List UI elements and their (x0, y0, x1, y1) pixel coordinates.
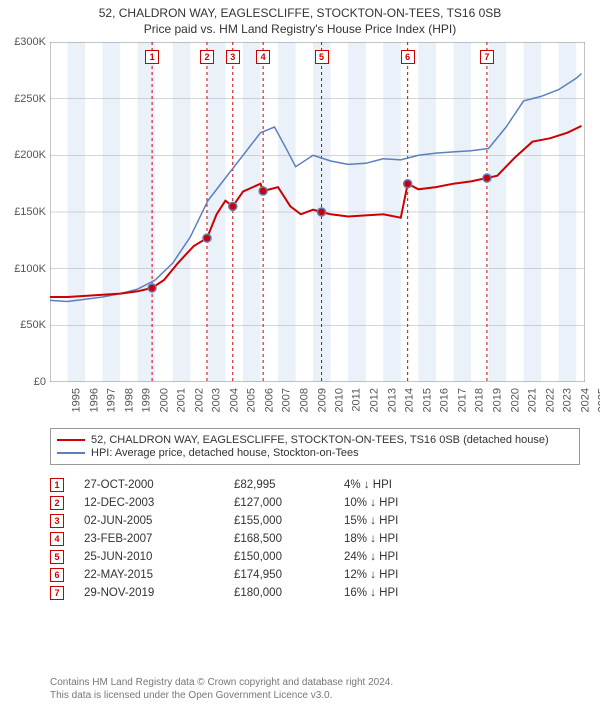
sale-price: £155,000 (234, 515, 344, 527)
sale-marker-box: 3 (50, 514, 64, 528)
sale-date: 23-FEB-2007 (84, 533, 234, 545)
sale-date: 12-DEC-2003 (84, 497, 234, 509)
x-tick-label: 2000 (158, 388, 170, 412)
sale-marker-box: 3 (226, 50, 240, 64)
x-tick-label: 1995 (70, 388, 82, 412)
sale-marker-box: 1 (145, 50, 159, 64)
page: 52, CHALDRON WAY, EAGLESCLIFFE, STOCKTON… (0, 0, 600, 710)
sale-delta: 12% ↓ HPI (344, 569, 464, 581)
x-tick-label: 2022 (544, 388, 556, 412)
footer: Contains HM Land Registry data © Crown c… (50, 676, 580, 702)
x-tick-label: 2023 (562, 388, 574, 412)
sale-marker-box: 4 (50, 532, 64, 546)
x-tick-label: 2015 (421, 388, 433, 412)
sale-delta: 10% ↓ HPI (344, 497, 464, 509)
y-tick-label: £50K (20, 319, 46, 331)
legend-row: HPI: Average price, detached house, Stoc… (57, 447, 573, 459)
sale-marker-box: 1 (50, 478, 64, 492)
legend-swatch-hpi (57, 452, 85, 454)
x-tick-label: 2017 (456, 388, 468, 412)
sales-table-row: 3 02-JUN-2005£155,00015% ↓ HPI (50, 514, 580, 528)
y-tick-label: £200K (14, 149, 46, 161)
footer-line2: This data is licensed under the Open Gov… (50, 689, 580, 702)
sale-price: £168,500 (234, 533, 344, 545)
sale-date: 27-OCT-2000 (84, 479, 234, 491)
x-tick-label: 2019 (491, 388, 503, 412)
sale-marker-box: 6 (50, 568, 64, 582)
sale-delta: 15% ↓ HPI (344, 515, 464, 527)
sale-date: 29-NOV-2019 (84, 587, 234, 599)
x-tick-label: 1996 (88, 388, 100, 412)
x-tick-label: 2011 (350, 388, 362, 412)
sales-table-row: 4 23-FEB-2007£168,50018% ↓ HPI (50, 532, 580, 546)
x-tick-label: 2012 (369, 388, 381, 412)
legend: 52, CHALDRON WAY, EAGLESCLIFFE, STOCKTON… (50, 428, 580, 465)
sale-marker-box: 7 (50, 586, 64, 600)
sale-marker-box: 2 (200, 50, 214, 64)
sale-price: £150,000 (234, 551, 344, 563)
plot-area (50, 42, 585, 382)
x-tick-label: 1999 (141, 388, 153, 412)
x-tick-label: 2016 (439, 388, 451, 412)
x-tick-label: 1997 (106, 388, 118, 412)
x-tick-label: 2009 (316, 388, 328, 412)
sale-delta: 16% ↓ HPI (344, 587, 464, 599)
sale-date: 25-JUN-2010 (84, 551, 234, 563)
x-tick-label: 2004 (228, 388, 240, 412)
x-tick-label: 2001 (176, 388, 188, 412)
sale-marker-box: 7 (480, 50, 494, 64)
x-tick-label: 2020 (509, 388, 521, 412)
sale-marker-box: 5 (315, 50, 329, 64)
sale-price: £180,000 (234, 587, 344, 599)
sales-table: 127-OCT-2000£82,9954% ↓ HPI212-DEC-2003£… (50, 474, 580, 604)
sales-table-row: 7 29-NOV-2019£180,00016% ↓ HPI (50, 586, 580, 600)
chart-title: 52, CHALDRON WAY, EAGLESCLIFFE, STOCKTON… (0, 0, 600, 20)
y-tick-label: £150K (14, 206, 46, 218)
chart-subtitle: Price paid vs. HM Land Registry's House … (0, 20, 600, 40)
sale-marker-box: 2 (50, 496, 64, 510)
sales-table-row: 6 22-MAY-2015£174,95012% ↓ HPI (50, 568, 580, 582)
sale-date: 22-MAY-2015 (84, 569, 234, 581)
sale-marker-box: 5 (50, 550, 64, 564)
sale-marker-box: 4 (256, 50, 270, 64)
sale-delta: 4% ↓ HPI (344, 479, 464, 491)
y-tick-label: £100K (14, 263, 46, 275)
sales-table-row: 5 25-JUN-2010£150,00024% ↓ HPI (50, 550, 580, 564)
legend-label-hpi: HPI: Average price, detached house, Stoc… (91, 447, 359, 459)
x-tick-label: 1998 (123, 388, 135, 412)
sales-table-row: 1 27-OCT-2000£82,9954% ↓ HPI (50, 478, 580, 492)
x-tick-label: 2018 (474, 388, 486, 412)
x-tick-label: 2006 (263, 388, 275, 412)
legend-label-property: 52, CHALDRON WAY, EAGLESCLIFFE, STOCKTON… (91, 434, 549, 446)
x-tick-label: 2008 (299, 388, 311, 412)
x-tick-label: 2002 (193, 388, 205, 412)
sales-table-row: 2 12-DEC-2003£127,00010% ↓ HPI (50, 496, 580, 510)
x-tick-label: 2013 (386, 388, 398, 412)
legend-swatch-property (57, 439, 85, 441)
y-tick-label: £0 (34, 376, 46, 388)
sale-delta: 18% ↓ HPI (344, 533, 464, 545)
chart-svg (50, 42, 585, 382)
sale-price: £174,950 (234, 569, 344, 581)
sale-price: £127,000 (234, 497, 344, 509)
sale-marker-box: 6 (401, 50, 415, 64)
x-tick-label: 2007 (281, 388, 293, 412)
sale-date: 02-JUN-2005 (84, 515, 234, 527)
sale-delta: 24% ↓ HPI (344, 551, 464, 563)
x-tick-label: 2005 (246, 388, 258, 412)
y-tick-label: £300K (14, 36, 46, 48)
legend-row: 52, CHALDRON WAY, EAGLESCLIFFE, STOCKTON… (57, 434, 573, 446)
x-tick-label: 2024 (579, 388, 591, 412)
x-tick-label: 2010 (334, 388, 346, 412)
y-tick-label: £250K (14, 93, 46, 105)
sale-price: £82,995 (234, 479, 344, 491)
x-tick-label: 2003 (211, 388, 223, 412)
footer-line1: Contains HM Land Registry data © Crown c… (50, 676, 580, 689)
x-tick-label: 2014 (404, 388, 416, 412)
x-tick-label: 2021 (527, 388, 539, 412)
